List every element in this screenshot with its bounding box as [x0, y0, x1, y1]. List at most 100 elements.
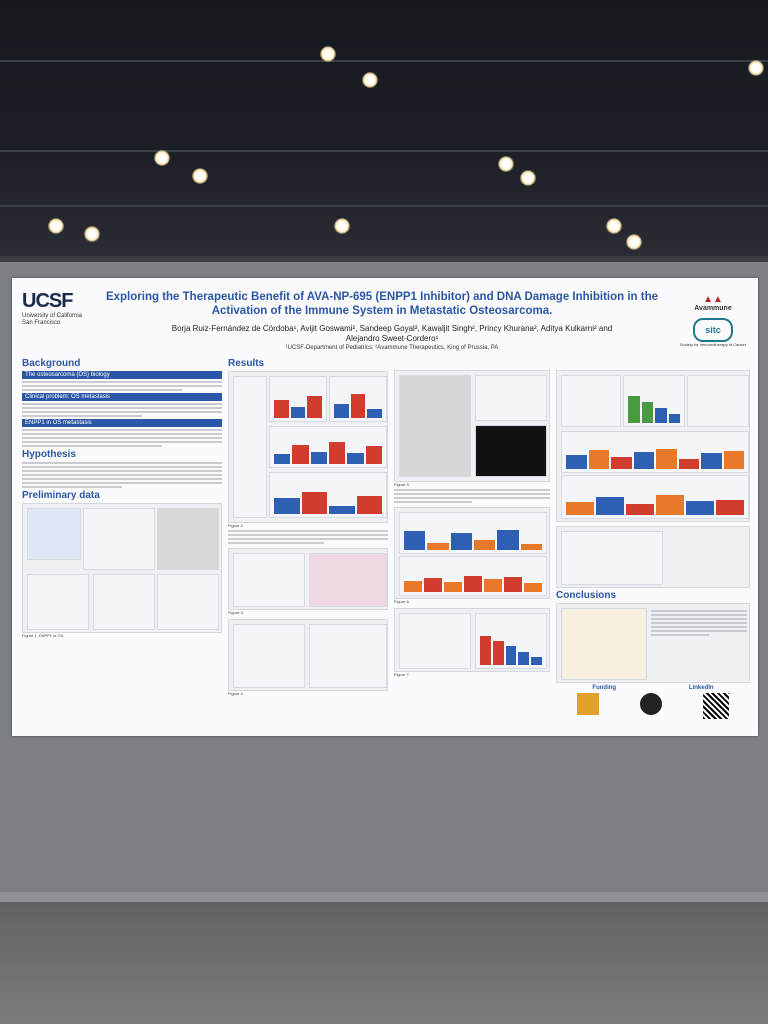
bar-panel: [399, 556, 547, 596]
enpp1-heading: ENPP1 in OS metastasis: [22, 419, 222, 427]
poster-authors: Borja Ruiz-Fernández de Córdoba¹, Avijit…: [171, 324, 613, 343]
figure-6: [394, 507, 550, 599]
ceiling-light: [320, 46, 336, 62]
bar-panel: [269, 376, 327, 422]
plot-panel: [475, 375, 547, 421]
pk-panel: [233, 624, 305, 688]
growth-curve-panel: [561, 375, 621, 427]
ucsf-logo-subtitle: University of California San Francisco: [22, 313, 83, 326]
partner-logos: ▲▲ Avammune sitc Society for Immunothera…: [678, 294, 748, 347]
curve-panel: [93, 574, 155, 630]
figure-5: [394, 370, 550, 482]
figure-9: [556, 526, 750, 588]
waterfall-panel: [475, 613, 547, 669]
ceiling-light: [362, 72, 378, 88]
mechanism-diagram: [561, 608, 647, 680]
ceiling: [0, 0, 768, 262]
ceiling-light: [154, 150, 170, 166]
linkedin-label: LinkedIn: [688, 685, 714, 691]
blot-panel: [399, 375, 471, 477]
ceiling-light: [192, 168, 208, 184]
conclusions-text: [651, 608, 747, 638]
poster-header: UCSF University of California San Franci…: [12, 278, 758, 354]
ucsf-logo-text: UCSF: [22, 290, 73, 312]
funding-logo-icon: [576, 693, 599, 715]
background-heading: Background: [22, 358, 81, 369]
conclusions-box: [556, 603, 750, 683]
microscopy-panel: [475, 425, 547, 477]
figure-6-caption: Figure 6.: [394, 599, 410, 604]
figure-4-caption: Figure 4.: [228, 691, 244, 696]
figure-3-caption: Figure 3.: [228, 610, 244, 615]
results-heading: Results: [228, 358, 265, 369]
pk-panel: [309, 624, 387, 688]
bar-panel: [399, 512, 547, 554]
ceiling-light: [520, 170, 536, 186]
clinical-problem-text: [22, 403, 222, 417]
figure-2: [228, 371, 388, 523]
enpp1-text: [22, 429, 222, 447]
footer-icons: [556, 693, 750, 719]
sitc-logo-subtitle: Society for Immunotherapy of Cancer: [679, 342, 747, 347]
bar-panel: [329, 376, 387, 422]
figure-1-caption: Figure 1. ENPP1 in OS.: [22, 633, 65, 638]
results-column-1: Results Figure 2. Figure 3.: [228, 356, 388, 696]
ceiling-light: [48, 218, 64, 234]
bar-panel: [269, 426, 387, 468]
avammune-logo-text: Avammune: [694, 305, 732, 312]
figure-3: [228, 548, 388, 610]
figure-5-text: [394, 489, 550, 503]
bar-panel: [561, 431, 749, 473]
figure-2-text: [228, 530, 388, 544]
growth-curve-panel: [561, 531, 663, 585]
figure-4: [228, 619, 388, 691]
ceiling-light: [84, 226, 100, 242]
survival-panel: [687, 375, 749, 427]
curve-panel: [157, 574, 219, 630]
ucsf-logo: UCSF University of California San Franci…: [22, 290, 92, 327]
hypothesis-text: [22, 462, 222, 488]
preliminary-heading: Preliminary data: [22, 490, 100, 501]
ceiling-light: [334, 218, 350, 234]
diagram-panel: [27, 508, 81, 560]
figure-7: [394, 608, 550, 672]
ceiling-light: [748, 60, 764, 76]
mouse-schematic-panel: [233, 376, 267, 518]
heatmap-panel: [83, 508, 155, 570]
waterfall-panel: [623, 375, 685, 427]
figure-7-caption: Figure 7.: [394, 672, 410, 677]
survival-panel: [27, 574, 89, 630]
bar-panel: [269, 472, 387, 518]
figure-5-caption: Figure 5.: [394, 482, 410, 487]
ceiling-truss: [0, 60, 768, 62]
clinical-problem-heading: Clinical problem: OS metastasis: [22, 393, 222, 401]
conclusions-heading: Conclusions: [556, 590, 617, 601]
ceiling-light: [626, 234, 642, 250]
floor: [0, 902, 768, 1024]
funding-label: Funding: [592, 685, 617, 691]
ceiling-light: [498, 156, 514, 172]
footer-labels: Funding LinkedIn: [556, 685, 750, 691]
bar-panel: [561, 475, 749, 519]
ceiling-light: [606, 218, 622, 234]
os-biology-text: [22, 381, 222, 391]
histology-panel: [309, 553, 387, 607]
figure-2-caption: Figure 2.: [228, 523, 244, 528]
ceiling-truss: [0, 205, 768, 207]
growth-curve-panel: [233, 553, 305, 607]
poster: UCSF University of California San Franci…: [12, 278, 758, 736]
figure-1: [22, 503, 222, 633]
sitc-logo: sitc: [693, 318, 733, 342]
avammune-mark-icon: ▲▲: [703, 294, 723, 305]
poster-title: Exploring the Therapeutic Benefit of AVA…: [105, 291, 659, 317]
funding-logo-icon: [639, 693, 662, 715]
hypothesis-heading: Hypothesis: [22, 449, 76, 460]
figure-8: [556, 370, 750, 522]
blot-panel: [157, 508, 219, 570]
results-column-3: Conclusions Funding LinkedIn: [556, 356, 750, 719]
left-column: Background The osteosarcoma (OS) biology…: [22, 356, 222, 638]
results-column-2: Figure 5. Figure 6. Figure 7.: [394, 356, 550, 677]
qr-code-icon: [703, 693, 730, 719]
os-biology-heading: The osteosarcoma (OS) biology: [22, 371, 222, 379]
poster-affiliations: ¹UCSF-Department of Pediatrics; ²Avammun…: [285, 345, 499, 351]
